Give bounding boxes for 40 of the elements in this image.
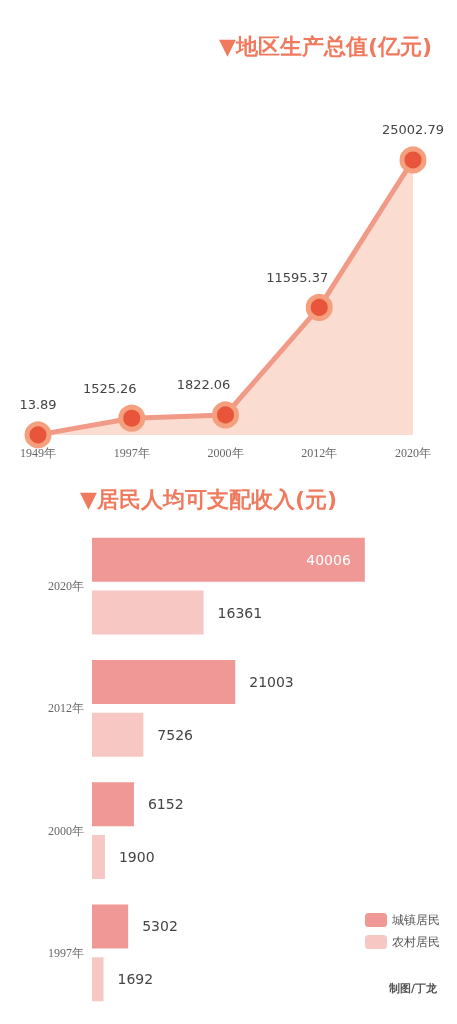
data-label: 13.89 <box>19 397 57 413</box>
bar <box>92 835 105 880</box>
bar <box>92 712 144 757</box>
data-label: 1692 <box>117 971 154 988</box>
data-label: 1900 <box>118 849 155 866</box>
bar <box>92 904 129 949</box>
data-label: 21003 <box>249 673 294 690</box>
y-tick-label: 2020年 <box>48 579 84 594</box>
bar <box>92 537 365 582</box>
bar <box>92 590 204 635</box>
x-tick-label: 1949年 <box>20 446 56 460</box>
data-label: 7526 <box>157 726 194 743</box>
chart-title: ▼居民人均可支配收入(元) <box>80 486 338 512</box>
bar <box>92 782 134 827</box>
x-tick-label: 1997年 <box>113 446 150 460</box>
point <box>212 401 239 429</box>
data-label: 16361 <box>217 604 263 621</box>
data-label: 6152 <box>147 796 184 813</box>
data-label: 5302 <box>142 918 178 935</box>
data-label: 40006 <box>306 551 351 568</box>
point <box>118 404 146 432</box>
legend-label: 农村居民 <box>392 935 440 949</box>
bar <box>92 957 104 1002</box>
chart-title: ▼地区生产总值(亿元) <box>218 33 432 59</box>
point <box>305 293 333 321</box>
y-tick-label: 2012年 <box>48 701 84 716</box>
point <box>399 146 427 174</box>
text: 制图/丁龙 <box>387 982 438 995</box>
bar <box>92 659 236 704</box>
data-label: 1822.06 <box>176 377 231 393</box>
y-tick-label: 1997年 <box>48 945 84 960</box>
data-label: 11595.37 <box>266 269 329 285</box>
legend-label: 城镇居民 <box>391 913 440 927</box>
data-label: 25002.79 <box>381 122 445 138</box>
point <box>24 421 52 449</box>
x-tick-label: 2020年 <box>395 446 431 460</box>
data-label: 1525.26 <box>82 380 137 396</box>
x-tick-label: 2000年 <box>207 446 244 460</box>
y-tick-label: 2000年 <box>48 823 84 838</box>
x-tick-label: 2012年 <box>301 446 338 460</box>
